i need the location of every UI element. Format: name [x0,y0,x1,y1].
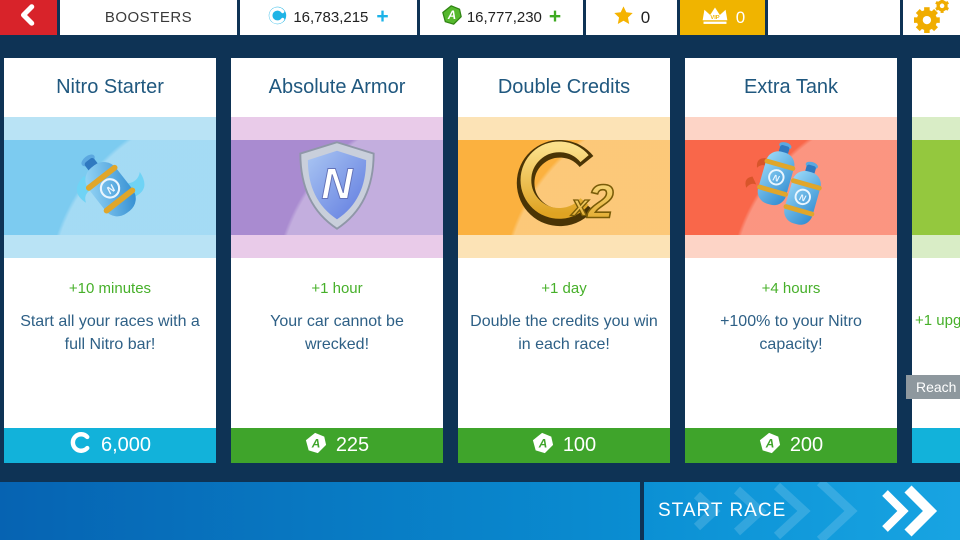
card-banner: N [4,117,216,258]
vip-label: VIP [710,15,719,21]
booster-card-nitro-starter: Nitro Starter N [4,58,216,463]
svg-text:N: N [772,172,781,184]
svg-text:2: 2 [586,174,613,227]
svg-text:A: A [765,436,775,450]
card-title [912,58,960,117]
bottom-bar-divider [640,482,644,540]
nitro-bottle-image: N [56,135,164,240]
extra-tank-image: N N [738,136,844,239]
credits-price-icon: A [532,432,554,460]
credits-counter: A 16,777,230 + [420,0,583,35]
card-description: Double the credits you win in each race! [470,313,658,354]
topbar-spacer [768,0,900,35]
card-duration: +1 hour [311,280,363,297]
bottom-bar: START RACE [0,482,960,540]
token-price-icon [69,431,92,460]
tokens-value: 16,783,215 [293,9,369,26]
requirement-banner: Reach [906,375,960,399]
top-bar: BOOSTERS 16,783,215 + A 16,777,230 + 0 V… [0,0,960,35]
buy-button-tokens[interactable]: 6,000 [4,428,216,463]
start-race-label: START RACE [658,500,787,521]
svg-text:x: x [570,189,590,222]
card-banner: x 2 [458,117,670,258]
booster-card-absolute-armor: Absolute Armor N +1 hour Your car cannot… [231,58,443,463]
card-description: Your car cannot be wrecked! [270,313,404,354]
credits-price-icon: A [305,432,327,460]
buy-button-tokens[interactable] [912,428,960,463]
price-value: 200 [789,434,824,456]
price-value: 6,000 [100,434,152,456]
settings-button[interactable] [903,0,960,35]
card-duration: +1 day [541,280,587,297]
booster-card-partial: +1 upg Reach [906,58,960,463]
settings-gear-icon [913,0,950,38]
svg-text:N: N [321,160,353,208]
start-race-button[interactable]: START RACE [644,482,960,540]
buy-button-credits[interactable]: A 200 [685,428,897,463]
vip-counter[interactable]: VIP 0 [680,0,765,35]
armor-shield-image: N [290,138,384,237]
card-title: Absolute Armor [268,76,406,98]
stars-counter[interactable]: 0 [586,0,677,35]
card-title: Nitro Starter [56,76,164,98]
bottom-bar-left [0,482,640,540]
credits-price-icon: A [759,432,781,460]
buy-button-credits[interactable]: A 100 [458,428,670,463]
card-banner: N N [685,117,897,258]
card-banner: N [231,117,443,258]
card-duration: +1 upg [915,312,960,329]
booster-card-double-credits: Double Credits x 2 +1 day Double the cre… [458,58,670,463]
booster-card-extra-tank: Extra Tank N [685,58,897,463]
token-icon [268,6,287,30]
tokens-counter: 16,783,215 + [240,0,417,35]
card-duration: +10 minutes [68,280,152,297]
booster-cards-row: Nitro Starter N [4,58,960,463]
buy-button-credits[interactable]: A 225 [231,428,443,463]
card-description: Start all your races with a full Nitro b… [20,313,200,354]
svg-text:A: A [311,436,321,450]
svg-text:A: A [447,9,456,22]
card-title: Double Credits [497,76,631,98]
stars-value: 0 [640,7,651,27]
vip-crown-icon: VIP [700,4,730,31]
add-credits-button[interactable]: + [548,5,562,28]
card-description: +100% to your Nitro capacity! [720,313,862,354]
card-banner [912,117,960,258]
card-duration: +4 hours [761,280,821,297]
price-value: 100 [562,434,597,456]
svg-text:A: A [538,436,548,450]
vip-value: 0 [735,7,746,27]
credits-icon: A [442,5,462,30]
credits-value: 16,777,230 [466,9,542,26]
screen-title: BOOSTERS [60,0,237,35]
price-value: 225 [335,434,370,456]
double-credits-image: x 2 [505,139,623,237]
back-button[interactable] [0,0,57,35]
card-title: Extra Tank [743,76,839,98]
screen-title-label: BOOSTERS [104,9,193,26]
back-chevron-icon [18,4,40,31]
star-icon [613,5,634,31]
add-tokens-button[interactable]: + [376,5,389,28]
svg-text:N: N [798,192,807,204]
start-race-chevrons-icon [693,482,938,540]
